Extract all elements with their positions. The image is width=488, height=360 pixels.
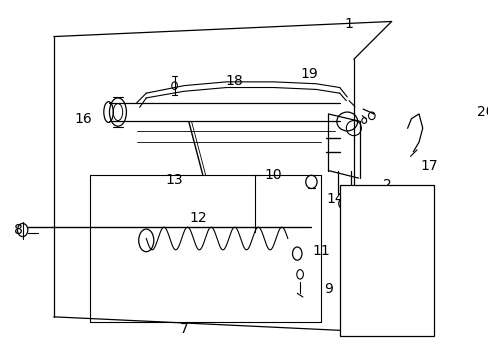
Text: 6: 6 [417,310,427,324]
Text: 19: 19 [300,67,318,81]
Text: 7: 7 [179,322,188,336]
Ellipse shape [345,315,348,318]
Text: 18: 18 [224,74,243,88]
Bar [339,185,433,336]
Text: 15: 15 [347,201,365,215]
Text: 4: 4 [418,225,426,239]
Text: 5: 5 [418,197,426,211]
Text: 12: 12 [189,211,206,225]
Text: 11: 11 [311,244,329,258]
Ellipse shape [350,230,355,234]
Text: 1: 1 [344,17,353,31]
Text: 10: 10 [264,168,282,182]
Text: 16: 16 [74,112,92,126]
Text: 3: 3 [418,265,426,279]
Text: 2: 2 [382,178,390,192]
Text: 17: 17 [420,159,437,173]
Text: 9: 9 [323,282,332,296]
Text: 20: 20 [476,105,488,119]
Text: 14: 14 [325,192,343,206]
Text: 8: 8 [15,223,23,237]
Text: 13: 13 [165,173,183,187]
